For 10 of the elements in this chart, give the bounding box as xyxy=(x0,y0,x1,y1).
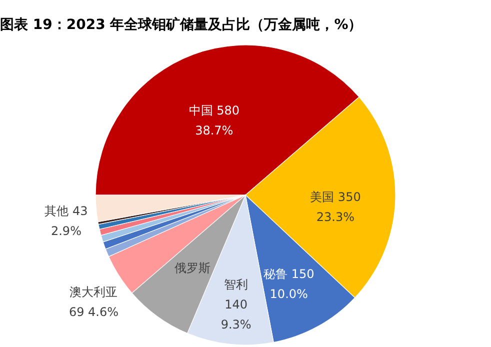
slice-label: 其他 43 2.9% xyxy=(44,204,88,238)
chart-title: 图表 19：2023 年全球钼矿储量及占比（万金属吨，%） xyxy=(0,16,362,33)
slice-label: 中国 580 38.7% xyxy=(188,104,240,138)
slice-label: 秘鲁 150 10.0% xyxy=(264,266,314,301)
slice-label: 智利 xyxy=(224,278,248,292)
data-label: 140 9.3% xyxy=(220,298,252,332)
data-label: 69 4.6% xyxy=(68,304,119,319)
slice-label: 澳大利亚 xyxy=(70,284,118,299)
slice-label: 美国 350 23.3% xyxy=(310,190,361,224)
slice-label: 俄罗斯 xyxy=(174,260,211,275)
